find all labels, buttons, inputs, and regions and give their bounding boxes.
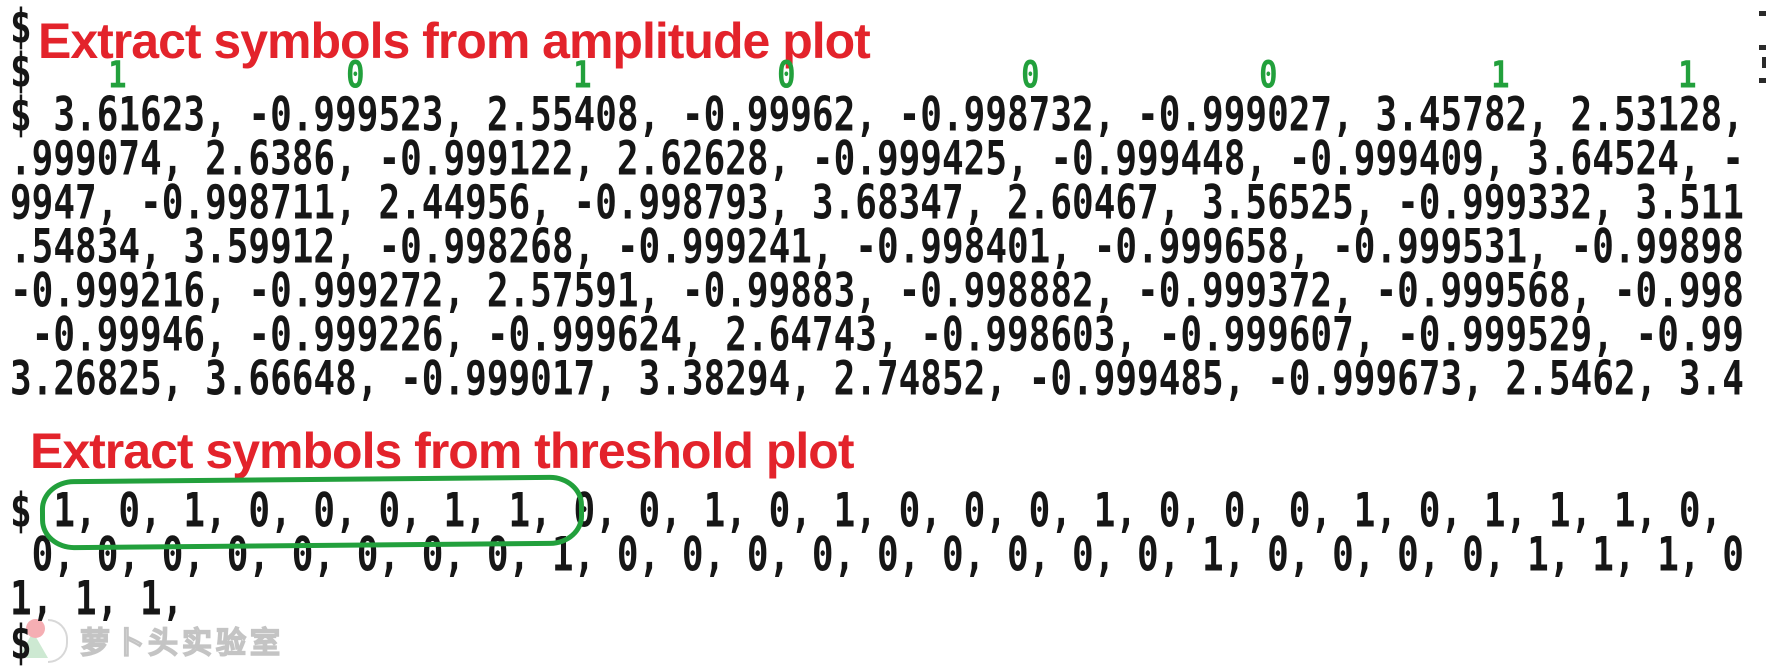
amplitude-values-line: .999074, 2.6386, -0.999122, 2.62628, -0.… — [10, 132, 1744, 186]
threshold-values-line: $ 1, 0, 1, 0, 0, 0, 1, 1, 0, 0, 1, 0, 1,… — [10, 484, 1723, 538]
threshold-values-line: 0, 0, 0, 0, 0, 0, 0, 0, 1, 0, 0, 0, 0, 0… — [10, 528, 1744, 582]
amplitude-values-line: 9947, -0.998711, 2.44956, -0.998793, 3.6… — [10, 176, 1744, 230]
threshold-section-title: Extract symbols from threshold plot — [30, 423, 854, 479]
amplitude-section-title: Extract symbols from amplitude plot — [38, 13, 871, 69]
amplitude-values-line: $ 3.61623, -0.999523, 2.55408, -0.99962,… — [10, 88, 1744, 142]
shell-prompt: $ — [10, 44, 32, 98]
watermark-logo-icon — [16, 616, 72, 664]
edge-artifact — [1759, 45, 1766, 50]
symbol-label: 0 — [1021, 53, 1040, 98]
amplitude-values-line: -0.99946, -0.999226, -0.999624, 2.64743,… — [10, 308, 1744, 362]
threshold-values-line: 1, 1, 1, — [10, 572, 184, 626]
watermark-text: 萝卜头实验室 — [79, 625, 284, 661]
symbol-label: 0 — [346, 53, 365, 98]
symbol-label: 0 — [1259, 53, 1278, 98]
symbol-label: 1 — [573, 53, 592, 98]
symbol-label: 0 — [777, 53, 796, 98]
edge-artifact — [1762, 57, 1766, 68]
amplitude-values-line: .54834, 3.59912, -0.998268, -0.999241, -… — [10, 220, 1744, 274]
amplitude-values-line: 3.26825, 3.66648, -0.999017, 3.38294, 2.… — [10, 352, 1744, 406]
watermark: 萝卜头实验室 — [16, 616, 284, 664]
radish-circle-icon — [26, 619, 45, 638]
edge-artifact — [1759, 78, 1766, 83]
shell-prompt: $ — [10, 616, 32, 668]
amplitude-values-line: -0.999216, -0.999272, 2.57591, -0.99883,… — [10, 264, 1744, 318]
symbol-label: 1 — [108, 53, 127, 98]
shell-prompt: $ — [10, 0, 32, 55]
console-output: $ $ $ 3.61623, -0.999523, 2.55408, -0.99… — [10, 1, 1766, 668]
symbol-label: 1 — [1678, 53, 1697, 98]
edge-artifact — [1759, 11, 1766, 16]
symbol-label: 1 — [1491, 53, 1510, 98]
highlight-ellipse — [39, 474, 585, 551]
